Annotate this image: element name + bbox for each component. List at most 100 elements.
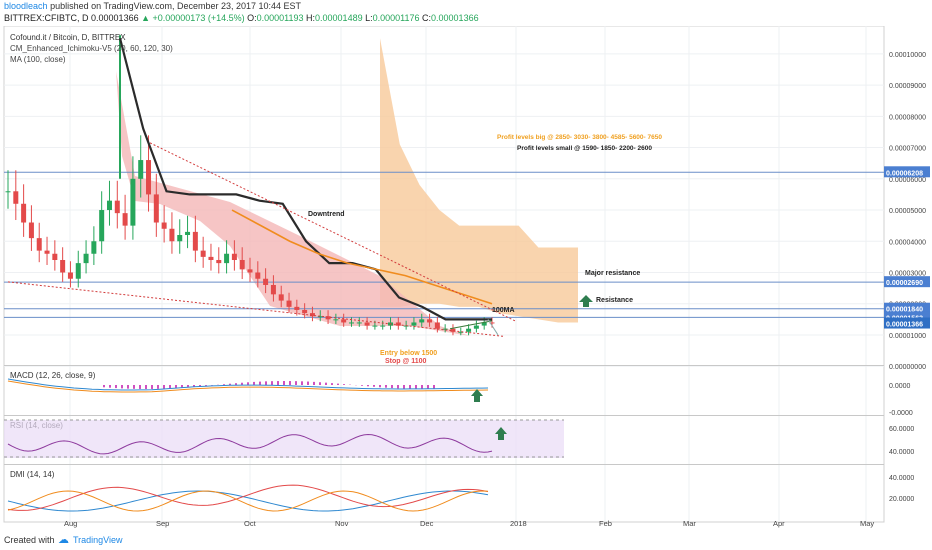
candle-body	[67, 272, 73, 279]
price-tick: 0.00007000	[889, 146, 926, 153]
candle-body	[442, 328, 448, 330]
time-tick: 2018	[510, 519, 527, 528]
candle-body	[333, 319, 339, 321]
profit-small-label: Profit levels small @ 1590- 1850- 2200- …	[517, 145, 652, 152]
candle-body	[44, 250, 50, 254]
candle-body	[83, 253, 89, 264]
candle-body	[294, 306, 300, 310]
pane-tick: 40.0000	[889, 475, 914, 482]
price-tick: 0.00003000	[889, 270, 926, 277]
candle-body	[348, 322, 354, 324]
price-badge-label: 0.00002690	[886, 280, 923, 287]
price-badge-label: 0.00001366	[886, 322, 923, 329]
dmi-line	[7, 490, 489, 512]
support-trend-line	[7, 281, 506, 338]
candle-body	[411, 322, 417, 326]
candle-body	[473, 325, 479, 329]
candle-body	[185, 231, 191, 236]
candle-body	[317, 316, 323, 318]
time-tick: Dec	[420, 519, 434, 528]
ma-legend: MA (100, close)	[10, 55, 66, 64]
price-tick: 0.00001000	[889, 333, 926, 340]
time-tick: Feb	[599, 519, 612, 528]
rsi-band	[4, 420, 564, 458]
resistance-label: Resistance	[596, 297, 633, 304]
tradingview-link[interactable]: TradingView	[73, 535, 123, 545]
publish-line: bloodleach published on TradingView.com,…	[4, 1, 301, 11]
candle-body	[356, 322, 362, 324]
candle-body	[231, 253, 237, 260]
candle-body	[169, 228, 175, 242]
time-tick: Oct	[244, 519, 257, 528]
price-change: ▲ +0.00000173 (+14.5%)	[141, 13, 245, 23]
candle-body	[395, 322, 401, 326]
pane-tick: 0.0000	[889, 383, 911, 390]
chart-header: bloodleach published on TradingView.com,…	[0, 0, 932, 26]
candle-body	[458, 331, 464, 333]
pane-tick: 60.0000	[889, 426, 914, 433]
signal-line	[7, 380, 489, 393]
open-value: 0.00001193	[256, 13, 304, 23]
candle-body	[36, 238, 42, 251]
candle-body	[177, 235, 183, 242]
time-tick: Apr	[773, 519, 785, 528]
candle-body	[263, 278, 269, 285]
high-value: 0.00001489	[315, 13, 363, 23]
tradingview-cloud-icon: ☁	[58, 534, 69, 546]
symbol-label: BITTREX:CFIBTC, D	[4, 13, 89, 23]
candle-body	[60, 259, 66, 273]
candle-body	[489, 322, 495, 324]
high-label: H:	[306, 13, 316, 23]
time-tick: Sep	[156, 519, 169, 528]
rsi-line	[7, 433, 493, 455]
candle-body	[130, 178, 136, 226]
candle-body	[146, 160, 152, 195]
ma100-line	[231, 209, 493, 305]
candle-body	[364, 322, 370, 326]
candle-body	[52, 253, 58, 260]
ichimoku-cloud	[116, 38, 578, 336]
price-tick: 0.00009000	[889, 83, 926, 90]
candle-body	[270, 284, 276, 295]
candle-body	[247, 269, 253, 273]
candle-body	[466, 328, 472, 332]
candle-body	[153, 194, 159, 223]
candle-body	[200, 250, 206, 257]
candle-body	[216, 259, 222, 264]
candle-body	[192, 231, 198, 251]
time-axis: Aug Sep Oct Nov Dec 2018 Feb Mar Apr May	[64, 519, 874, 528]
candle-body	[325, 316, 331, 320]
candle-body	[341, 319, 347, 323]
author-link[interactable]: bloodleach	[4, 1, 48, 11]
price-tick: 0.00004000	[889, 239, 926, 246]
candle-body	[99, 210, 105, 242]
ma100-label: 100MA	[492, 307, 515, 314]
ichimoku-legend: CM_Enhanced_Ichimoku-V5 (20, 60, 120, 30…	[10, 44, 173, 53]
candle-body	[224, 253, 230, 264]
indicator-lines	[118, 37, 493, 321]
pane-tick: 40.0000	[889, 449, 914, 456]
pane-tick: 20.0000	[889, 496, 914, 503]
candle-body	[13, 191, 19, 204]
candle-body	[28, 222, 34, 239]
profit-big-label: Profit levels big @ 2850- 3030- 3800- 45…	[497, 134, 662, 141]
annotations: Profit levels big @ 2850- 3030- 3800- 45…	[7, 33, 662, 365]
kijun-line	[118, 37, 492, 321]
candle-body	[278, 294, 284, 301]
publish-info: published on TradingView.com, December 2…	[50, 1, 302, 11]
price-tick: 0.00006000	[889, 177, 926, 184]
candle-body	[434, 322, 440, 329]
candle-body	[5, 191, 11, 193]
candle-body	[21, 203, 27, 223]
candle-body	[161, 222, 167, 229]
candle-body	[75, 263, 81, 279]
candle-body	[419, 319, 425, 323]
price-axis: 0.00010000 0.00009000 0.00008000 0.00007000…	[884, 52, 930, 371]
downtrend-label: Downtrend	[308, 211, 345, 218]
candle-body	[380, 325, 386, 327]
close-label: C:	[422, 13, 432, 23]
candle-body	[122, 213, 128, 226]
price-badge	[884, 302, 930, 314]
candle-body	[138, 160, 144, 179]
chart-area[interactable]: Profit levels big @ 2850- 3030- 3800- 45…	[0, 26, 932, 530]
